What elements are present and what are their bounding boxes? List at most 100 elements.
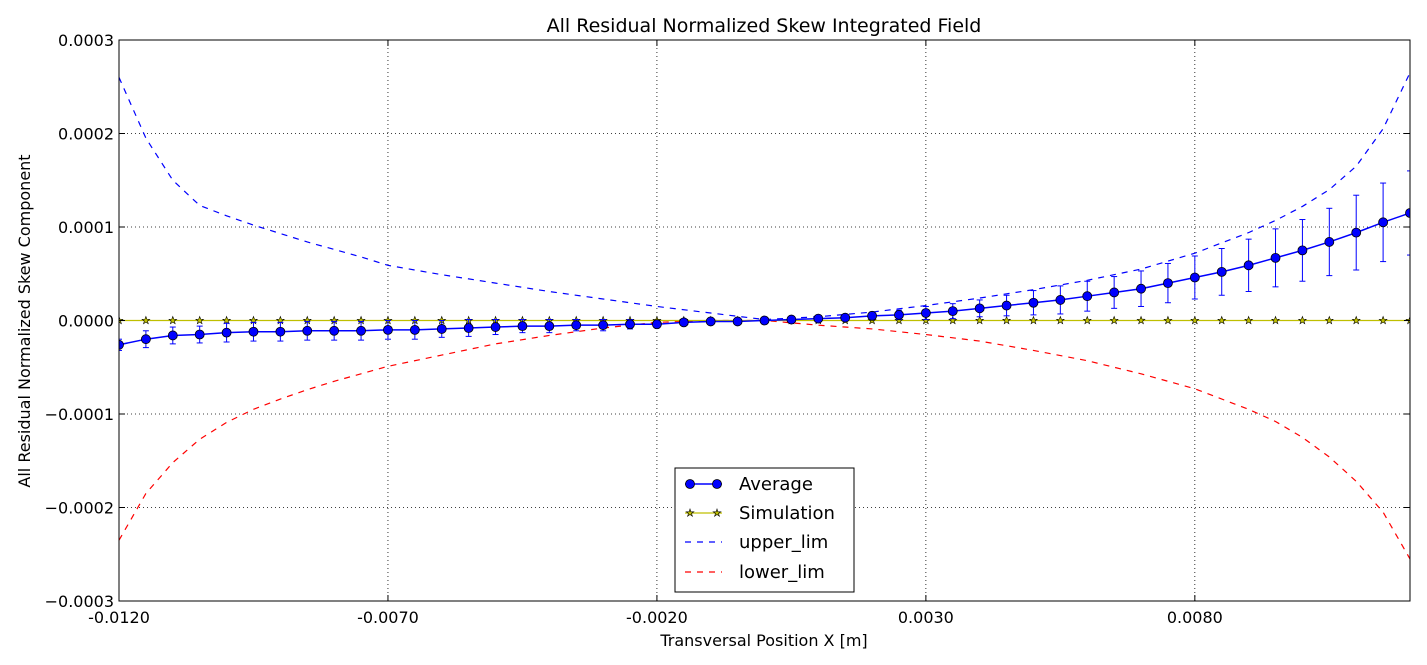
data-point-average <box>1297 245 1308 256</box>
y-tick-label: 0.0002 <box>58 125 114 144</box>
y-tick-label: 0.0001 <box>58 218 114 237</box>
data-point-simulation <box>1190 315 1200 325</box>
y-tick-label: 0.0003 <box>58 31 114 50</box>
data-point-simulation <box>1082 315 1092 325</box>
data-point-average <box>652 319 662 330</box>
data-point-average <box>329 325 340 336</box>
data-point-simulation <box>948 315 958 325</box>
data-point-average <box>436 324 447 334</box>
data-point-average <box>759 315 770 326</box>
data-point-simulation <box>1109 315 1119 325</box>
y-tick-label: 0.0000 <box>58 312 114 331</box>
y-tick-label: −0.0003 <box>45 592 114 611</box>
legend-label-simulation: Simulation <box>739 503 835 524</box>
data-point-average <box>409 324 420 335</box>
data-point-average <box>786 314 797 325</box>
legend-label-lower-lim: lower_lim <box>739 562 825 583</box>
data-point-simulation <box>168 315 178 325</box>
series-group <box>119 72 1410 560</box>
legend-entry-upper-lim: upper_lim <box>685 532 828 553</box>
data-point-average <box>894 309 904 320</box>
legend-label-average: Average <box>739 474 813 495</box>
data-point-average <box>221 327 232 338</box>
data-point-simulation <box>1136 315 1146 325</box>
data-point-simulation <box>1270 315 1281 325</box>
data-point-average <box>974 303 985 314</box>
legend-star-marker <box>712 508 722 517</box>
data-point-average <box>1324 237 1335 247</box>
y-tick-label: −0.0002 <box>45 499 114 518</box>
data-point-average <box>383 324 393 335</box>
data-point-average <box>1109 287 1120 298</box>
legend-star-marker <box>685 508 695 517</box>
data-point-average <box>571 320 582 331</box>
data-point-average <box>1001 300 1012 311</box>
data-point-simulation <box>975 315 985 325</box>
legend-label-upper-lim: upper_lim <box>739 532 828 553</box>
data-point-simulation <box>1324 315 1334 325</box>
data-point-average <box>275 326 286 337</box>
data-point-average <box>1405 208 1410 218</box>
data-point-average <box>517 321 528 332</box>
legend-entry-simulation: Simulation <box>685 503 835 524</box>
legend: Average Simulation upper_lim lower_lim <box>674 467 855 593</box>
plot-area <box>119 72 1410 560</box>
data-point-average <box>302 325 313 336</box>
legend-entry-average: Average <box>685 474 813 495</box>
data-point-average <box>732 316 743 327</box>
data-point-average <box>1163 278 1173 289</box>
data-point-simulation <box>1055 315 1065 325</box>
data-point-average <box>1243 260 1254 271</box>
legend-entry-lower-lim: lower_lim <box>685 562 825 583</box>
data-point-average <box>194 329 205 340</box>
data-point-average <box>1378 217 1389 228</box>
x-tick-label: -0.0070 <box>357 608 419 627</box>
data-point-simulation <box>1244 315 1254 325</box>
data-point-simulation <box>1001 315 1012 325</box>
data-point-average <box>1136 283 1146 294</box>
data-point-average <box>248 326 259 337</box>
data-point-average <box>1351 227 1362 238</box>
data-point-average <box>1216 266 1227 277</box>
chart-title: All Residual Normalized Skew Integrated … <box>547 15 982 37</box>
data-point-simulation <box>1378 315 1388 325</box>
data-point-average <box>1189 272 1200 283</box>
data-point-average <box>867 310 877 321</box>
data-point-simulation <box>1217 315 1227 325</box>
legend-box <box>674 467 855 593</box>
data-point-average <box>1055 295 1066 305</box>
x-axis-label: Transversal Position X [m] <box>659 631 867 650</box>
data-point-average <box>167 330 178 341</box>
data-point-average <box>678 317 689 328</box>
data-point-average <box>813 313 824 324</box>
series-line-upper-lim <box>119 72 1410 321</box>
data-point-average <box>140 334 151 345</box>
data-point-average <box>544 321 555 332</box>
data-point-average <box>947 306 958 317</box>
y-tick-label: −0.0001 <box>45 405 114 424</box>
data-point-average <box>598 320 609 331</box>
data-point-average <box>463 323 474 333</box>
x-tick-label: 0.0080 <box>1167 608 1223 627</box>
data-point-average <box>625 319 635 330</box>
data-point-simulation <box>1297 315 1308 325</box>
data-point-average <box>1082 291 1093 302</box>
axis-ticks: -0.0120 -0.0070 -0.0020 0.0030 0.0080 0.0003 0… <box>45 31 1410 627</box>
data-point-simulation <box>141 315 151 325</box>
x-tick-label: -0.0120 <box>88 608 150 627</box>
data-point-simulation <box>195 315 205 325</box>
data-point-average <box>490 322 501 332</box>
data-point-average <box>1028 297 1039 308</box>
data-point-average <box>705 316 716 327</box>
data-point-average <box>356 325 366 336</box>
data-point-average <box>920 308 931 318</box>
x-tick-label: 0.0030 <box>898 608 954 627</box>
series-line-lower-lim <box>119 319 1410 560</box>
data-point-average <box>1270 252 1281 263</box>
data-point-simulation <box>1351 315 1361 325</box>
data-point-average <box>840 312 851 323</box>
data-point-simulation <box>1028 315 1039 325</box>
data-point-simulation <box>221 315 232 325</box>
data-point-average <box>119 339 124 350</box>
